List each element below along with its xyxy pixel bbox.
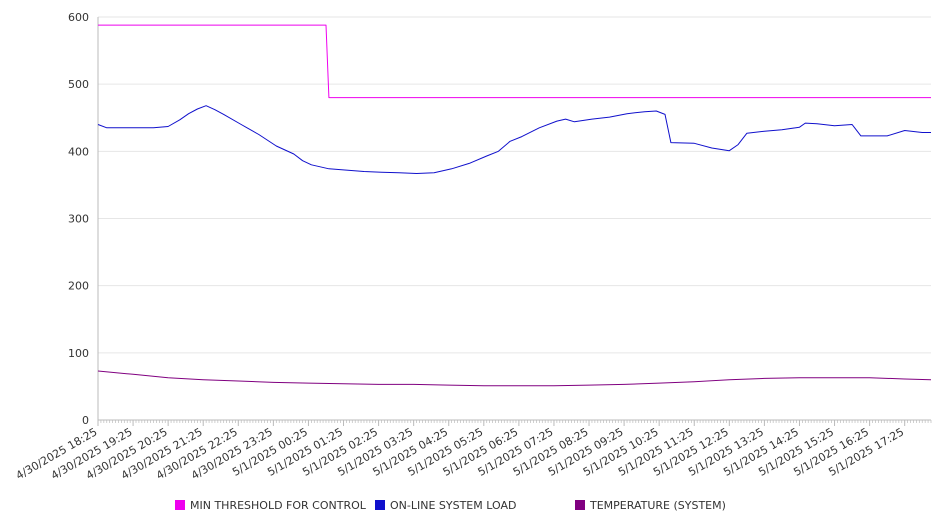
y-tick-label: 100 xyxy=(68,347,89,360)
x-axis: 4/30/2025 18:254/30/2025 19:254/30/2025 … xyxy=(14,419,932,482)
legend-label: TEMPERATURE (SYSTEM) xyxy=(589,499,726,512)
legend-label: ON-LINE SYSTEM LOAD xyxy=(390,499,516,512)
y-axis: 0 100 200 300 400 500 600 xyxy=(68,11,99,427)
series-line-0 xyxy=(98,24,931,99)
legend-swatch xyxy=(175,500,185,510)
y-tick-label: 600 xyxy=(68,11,89,24)
y-tick-label: 400 xyxy=(68,145,89,158)
legend-label: MIN THRESHOLD FOR CONTROL xyxy=(190,499,367,512)
y-tick-label: 500 xyxy=(68,78,89,91)
y-tick-label: 300 xyxy=(68,213,89,226)
legend: MIN THRESHOLD FOR CONTROL ON-LINE SYSTEM … xyxy=(175,499,726,512)
series-line-1 xyxy=(97,105,931,174)
grid-lines xyxy=(98,16,931,354)
legend-swatch xyxy=(575,500,585,510)
legend-swatch xyxy=(375,500,385,510)
y-tick-label: 0 xyxy=(82,414,89,427)
y-tick-label: 200 xyxy=(68,280,89,293)
series-line-2 xyxy=(97,370,932,387)
series-lines xyxy=(97,24,932,387)
